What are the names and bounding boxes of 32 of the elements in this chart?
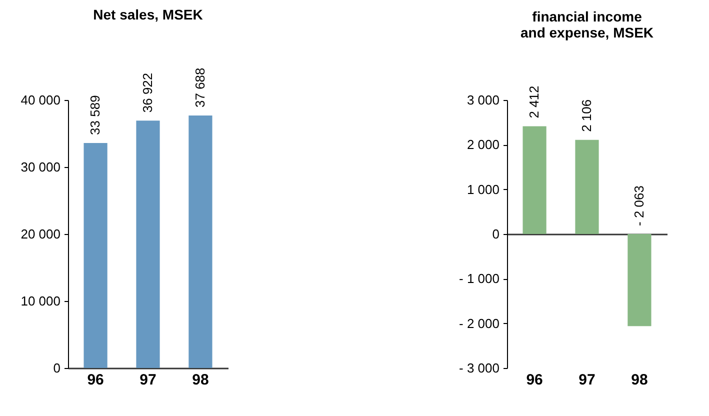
y-tick-label: 3 000: [466, 92, 500, 108]
x-tick-label: 98: [192, 372, 209, 388]
x-tick-label: 98: [631, 372, 648, 388]
bar: [628, 234, 652, 326]
y-tick-label: 2 000: [466, 137, 500, 152]
data-label: 37 688: [192, 68, 208, 108]
y-tick-label: 1 000: [466, 182, 500, 197]
y-tick-label: 0: [492, 226, 500, 242]
data-label: 2 106: [579, 99, 594, 132]
y-tick-label: - 1 000: [459, 271, 500, 286]
bar: [522, 126, 546, 234]
data-label: 33 589: [88, 95, 103, 135]
y-tick-label: 40 000: [20, 92, 60, 108]
x-tick-label: 97: [140, 372, 156, 388]
x-tick-label: 96: [87, 372, 104, 388]
y-tick-label: 30 000: [20, 160, 60, 174]
x-tick-label: 96: [526, 372, 543, 388]
y-tick-label: - 2 000: [459, 316, 500, 331]
data-label: - 2 063: [631, 186, 646, 226]
x-tick-label: 97: [578, 372, 596, 388]
y-tick-label: 0: [53, 360, 60, 376]
data-label: 36 922: [140, 72, 155, 113]
chart-title: Net sales, MSEK: [93, 6, 203, 23]
chart-title: financial income and expense, MSEK: [520, 8, 654, 41]
bar: [575, 140, 599, 234]
y-tick-label: - 3 000: [459, 360, 500, 376]
y-tick-label: 10 000: [20, 294, 60, 308]
y-tick-label: 20 000: [20, 226, 60, 242]
bar: [84, 142, 108, 368]
bar: [188, 115, 212, 368]
bar: [136, 120, 160, 368]
data-label: 2 412: [526, 86, 542, 118]
